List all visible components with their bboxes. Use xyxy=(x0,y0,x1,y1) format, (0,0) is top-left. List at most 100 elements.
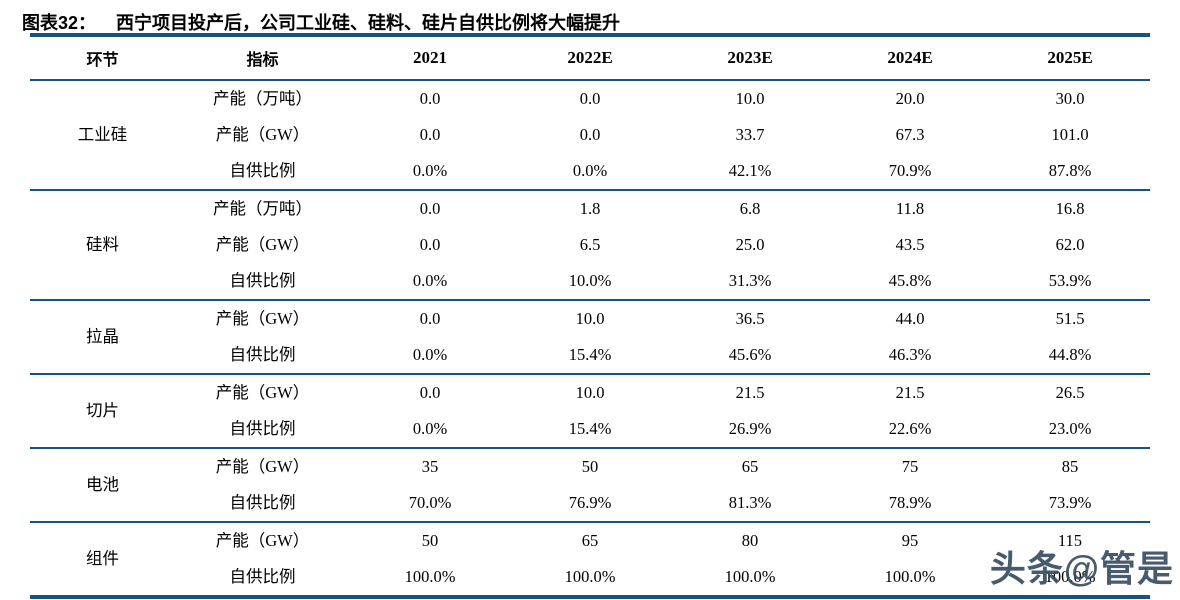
table-group: 工业硅 产能（万吨） 0.0 0.0 10.0 20.0 30.0 产能（GW） 0.0 0.0 3… xyxy=(30,80,1150,190)
value-cell: 10.0% xyxy=(568,270,612,290)
value-cell: 85 xyxy=(1061,456,1079,476)
segment-name: 切片 xyxy=(86,400,119,420)
value-cell: 46.3% xyxy=(888,344,932,364)
value-cell: 101.0 xyxy=(1051,124,1089,144)
value-cell: 30.0 xyxy=(1055,88,1085,108)
indicator-label: 自供比例 xyxy=(229,160,296,180)
header-indicator: 指标 xyxy=(246,52,279,69)
table-header: 环节 指标 2021 2022E 2023E 2024E 2025E xyxy=(30,35,1150,80)
value-cell: 23.0% xyxy=(1048,418,1092,438)
value-cell: 50 xyxy=(581,456,599,476)
segment-name: 拉晶 xyxy=(86,326,119,346)
segment-name: 硅料 xyxy=(86,234,119,254)
value-cell: 6.5 xyxy=(579,234,601,254)
value-cell: 0.0% xyxy=(412,418,448,438)
table-row: 拉晶 产能（GW） 0.0 10.0 36.5 44.0 51.5 xyxy=(30,300,1150,345)
value-cell: 100.0% xyxy=(404,566,456,586)
header-segment: 环节 xyxy=(86,52,119,69)
value-cell: 65 xyxy=(581,530,599,550)
header-2023e: 2023E xyxy=(727,48,773,67)
value-cell: 87.8% xyxy=(1048,160,1092,180)
value-cell: 0.0 xyxy=(419,198,441,218)
value-cell: 31.3% xyxy=(728,270,772,290)
table-row: 自供比例 0.0% 10.0% 31.3% 45.8% 53.9% xyxy=(30,263,1150,300)
value-cell: 25.0 xyxy=(735,234,765,254)
value-cell: 51.5 xyxy=(1055,308,1085,328)
indicator-label: 自供比例 xyxy=(229,492,296,512)
indicator-label: 产能（GW） xyxy=(215,530,310,550)
value-cell: 76.9% xyxy=(568,492,612,512)
table-container: 环节 指标 2021 2022E 2023E 2024E 2025E 工业硅产能… xyxy=(30,33,1150,599)
value-cell: 45.6% xyxy=(728,344,772,364)
figure-number: 图表32： xyxy=(22,13,97,33)
table-group: 硅料 产能（万吨） 0.0 1.8 6.8 11.8 16.8 产能（GW） 0.0 6.5 25.… xyxy=(30,190,1150,300)
value-cell: 70.0% xyxy=(408,492,452,512)
value-cell: 20.0 xyxy=(895,88,925,108)
header-2024e: 2024E xyxy=(887,48,933,67)
value-cell: 15.4% xyxy=(568,344,612,364)
indicator-label: 自供比例 xyxy=(229,418,296,438)
value-cell: 1.8 xyxy=(579,198,601,218)
value-cell: 15.4% xyxy=(568,418,612,438)
table-group: 组件 产能（GW） 50 65 80 95 115 自供比例 100.0% 100.0% 100.0… xyxy=(30,522,1150,597)
header-row: 环节 指标 2021 2022E 2023E 2024E 2025E xyxy=(30,35,1150,80)
table-group: 电池 产能（GW） 35 50 65 75 85 自供比例 70.0% 76.9% 81.3% 78.… xyxy=(30,448,1150,522)
table-row: 工业硅 产能（万吨） 0.0 0.0 10.0 20.0 30.0 xyxy=(30,80,1150,143)
indicator-label: 产能（万吨） xyxy=(213,88,312,108)
capacity-self-supply-table: 环节 指标 2021 2022E 2023E 2024E 2025E 工业硅产能… xyxy=(30,33,1150,599)
table-row: 切片 产能（GW） 0.0 10.0 21.5 21.5 26.5 xyxy=(30,374,1150,419)
value-cell: 100.0% xyxy=(884,566,936,586)
value-cell: 21.5 xyxy=(735,382,765,402)
value-cell: 16.8 xyxy=(1055,198,1085,218)
table-row: 产能（GW） 0.0 0.0 33.7 67.3 101.0 xyxy=(30,117,1150,153)
table-group: 拉晶 产能（GW） 0.0 10.0 36.5 44.0 51.5 自供比例 0.0% 15.4%… xyxy=(30,300,1150,374)
value-cell: 70.9% xyxy=(888,160,932,180)
value-cell: 78.9% xyxy=(888,492,932,512)
value-cell: 0.0% xyxy=(412,344,448,364)
table-row: 自供比例 0.0% 15.4% 45.6% 46.3% 44.8% xyxy=(30,337,1150,374)
value-cell: 0.0 xyxy=(579,124,601,144)
value-cell: 11.8 xyxy=(895,198,925,218)
figure-title-text: 西宁项目投产后，公司工业硅、硅料、硅片自供比例将大幅提升 xyxy=(116,13,621,33)
value-cell: 50 xyxy=(421,530,439,550)
value-cell: 100.0% xyxy=(564,566,616,586)
value-cell: 22.6% xyxy=(888,418,932,438)
table-row: 自供比例 0.0% 15.4% 26.9% 22.6% 23.0% xyxy=(30,411,1150,448)
table-row: 自供比例 0.0% 0.0% 42.1% 70.9% 87.8% xyxy=(30,153,1150,190)
segment-name: 工业硅 xyxy=(77,124,128,144)
segment-name: 电池 xyxy=(86,474,119,494)
value-cell: 0.0% xyxy=(412,270,448,290)
header-2021: 2021 xyxy=(413,48,447,67)
header-2022e: 2022E xyxy=(567,48,613,67)
value-cell: 10.0 xyxy=(735,88,765,108)
value-cell: 10.0 xyxy=(575,382,605,402)
value-cell: 75 xyxy=(901,456,919,476)
table-row: 组件 产能（GW） 50 65 80 95 115 xyxy=(30,522,1150,567)
indicator-label: 自供比例 xyxy=(229,566,296,586)
value-cell: 21.5 xyxy=(895,382,925,402)
value-cell: 26.5 xyxy=(1055,382,1085,402)
value-cell: 0.0 xyxy=(419,124,441,144)
value-cell: 0.0% xyxy=(412,160,448,180)
value-cell: 100.0% xyxy=(724,566,776,586)
value-cell: 36.5 xyxy=(735,308,765,328)
value-cell: 44.0 xyxy=(895,308,925,328)
value-cell: 35 xyxy=(421,456,439,476)
table-row: 产能（GW） 0.0 6.5 25.0 43.5 62.0 xyxy=(30,227,1150,263)
value-cell: 81.3% xyxy=(728,492,772,512)
indicator-label: 产能（GW） xyxy=(215,124,310,144)
header-2025e: 2025E xyxy=(1047,48,1093,67)
value-cell: 95 xyxy=(901,530,919,550)
indicator-label: 产能（GW） xyxy=(215,308,310,328)
value-cell: 43.5 xyxy=(895,234,925,254)
value-cell: 115 xyxy=(1057,530,1083,550)
value-cell: 100.0% xyxy=(1044,566,1096,586)
value-cell: 0.0 xyxy=(419,88,441,108)
segment-name: 组件 xyxy=(86,548,119,568)
table-row: 电池 产能（GW） 35 50 65 75 85 xyxy=(30,448,1150,493)
table-row: 硅料 产能（万吨） 0.0 1.8 6.8 11.8 16.8 xyxy=(30,190,1150,253)
figure-title: 图表32： 西宁项目投产后，公司工业硅、硅料、硅片自供比例将大幅提升 xyxy=(0,0,1180,33)
value-cell: 62.0 xyxy=(1055,234,1085,254)
indicator-label: 产能（万吨） xyxy=(213,198,312,218)
indicator-label: 自供比例 xyxy=(229,344,296,364)
